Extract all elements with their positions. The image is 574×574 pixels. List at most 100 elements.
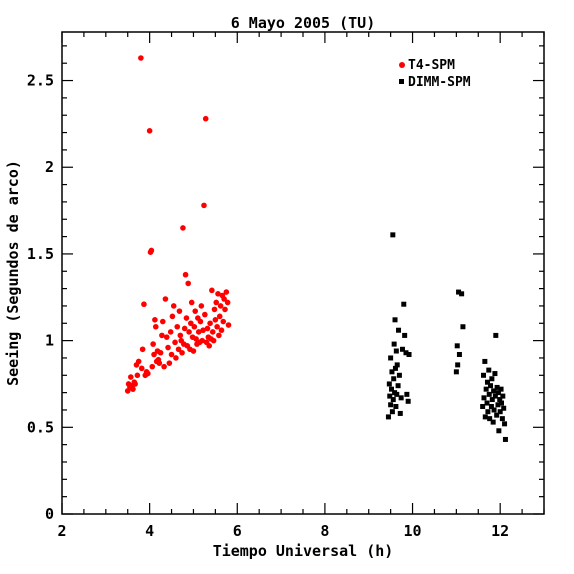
t4-spm-point <box>179 349 185 356</box>
dimm-spm-point <box>389 409 395 415</box>
dimm-spm-point <box>494 412 500 418</box>
dimm-spm-point <box>498 386 504 392</box>
dimm-spm-point <box>490 419 496 425</box>
t4-spm-point <box>201 202 207 209</box>
dimm-spm-point <box>488 383 494 389</box>
dimm-spm-point <box>395 383 401 389</box>
t4-spm-point <box>182 271 189 278</box>
x-tick-label: 10 <box>404 522 422 540</box>
t4-spm-point <box>152 323 159 330</box>
dimm-spm-point <box>497 397 503 403</box>
t4-spm-point <box>224 299 231 306</box>
x-axis-title: Tiempo Universal (h) <box>213 542 394 560</box>
dimm-spm-point <box>487 416 493 422</box>
dimm-spm-point <box>491 388 497 394</box>
y-axis-ticks: 0 0.5 1 1.5 2 2.5 <box>27 45 544 523</box>
dimm-spm-point <box>459 291 465 297</box>
t4-spm-point <box>197 318 204 325</box>
t4-spm-point <box>166 360 173 366</box>
dimm-spm-point <box>482 414 488 420</box>
t4-spm-point <box>138 365 145 372</box>
dimm-spm-point <box>394 391 400 397</box>
y-tick-label: 2 <box>45 158 54 176</box>
dimm-spm-point <box>388 355 394 361</box>
dimm-spm-point <box>488 404 494 410</box>
t4-spm-point <box>151 351 157 358</box>
t4-spm-point <box>181 325 188 332</box>
dimm-spm-point <box>460 324 466 330</box>
t4-spm-point <box>221 296 227 302</box>
t4-spm-point <box>156 360 163 366</box>
dimm-spm-point <box>484 379 490 385</box>
dimm-spm-point <box>492 393 498 399</box>
t4-spm-point <box>141 301 147 308</box>
t4-spm-point <box>152 317 158 323</box>
x-axis-ticks: 2 4 6 8 10 12 <box>57 32 545 540</box>
dimm-spm-point <box>500 393 506 399</box>
chart-title: 6 Mayo 2005 (TU) <box>231 14 376 32</box>
dimm-spm-point <box>392 365 398 371</box>
t4-spm-point <box>215 291 221 297</box>
dimm-spm-point <box>398 395 404 401</box>
t4-spm-point <box>127 374 134 380</box>
dimm-spm-point <box>486 367 492 373</box>
dimm-spm-point <box>495 402 501 408</box>
dimm-spm-point <box>390 397 396 403</box>
dimm-spm-point <box>402 332 408 338</box>
dimm-spm-point <box>492 371 498 377</box>
dimm-spm-point <box>388 402 394 408</box>
t4-spm-point <box>183 315 190 321</box>
dimm-spm-point <box>385 414 391 420</box>
dimm-spm-point <box>393 404 399 410</box>
t4-spm-point <box>139 346 146 353</box>
t4-spm-point <box>138 55 144 61</box>
t4-spm-point <box>162 296 169 302</box>
x-tick-label: 8 <box>320 522 329 540</box>
dimm-spm-point <box>397 410 403 416</box>
t4-spm-point <box>204 325 211 332</box>
dimm-spm-point <box>484 400 490 406</box>
t4-spm-point <box>218 327 225 334</box>
t4-spm-point <box>198 303 205 309</box>
dimm-spm-point <box>455 362 461 368</box>
dimm-spm-point <box>485 409 491 415</box>
t4-spm-point <box>169 313 176 320</box>
dimm-spm-point <box>502 436 508 442</box>
t4-spm-point <box>148 247 155 254</box>
t4-spm-point <box>149 363 156 370</box>
t4-spm-point <box>180 225 186 231</box>
x-tick-label: 6 <box>233 522 242 540</box>
t4-spm-point <box>134 372 141 379</box>
x-tick-label: 12 <box>491 522 509 540</box>
dimm-spm-point <box>497 409 503 415</box>
t4-spm-point <box>175 346 182 353</box>
dimm-spm-point <box>393 348 399 354</box>
t4-spm-point <box>132 381 138 387</box>
t4-spm-point <box>157 349 164 356</box>
t4-spm-point <box>186 329 192 335</box>
dimm-spm-point <box>498 400 504 406</box>
plot-frame <box>61 31 545 515</box>
t4-spm-point <box>172 339 178 346</box>
t4-spm-point <box>195 329 202 335</box>
dimm-spm-point <box>404 391 410 397</box>
dimm-spm-point <box>456 289 462 295</box>
t4-spm-point <box>161 363 167 370</box>
t4-spm-point <box>173 355 179 361</box>
t4-spm-point <box>163 334 170 340</box>
t4-spm-point <box>207 320 213 327</box>
dimm-spm-point <box>481 372 487 378</box>
dimm-spm-point <box>489 397 495 403</box>
t4-spm-point <box>202 115 209 122</box>
t4-spm-point <box>216 313 223 320</box>
t4-spm-point <box>211 306 218 313</box>
dimm-spm-point <box>396 372 402 378</box>
dimm-spm-point <box>456 351 462 357</box>
dimm-spm-point <box>502 421 508 427</box>
y-tick-label: 1.5 <box>27 245 54 263</box>
t4-spm-point <box>165 344 171 351</box>
t4-spm-point <box>188 320 194 327</box>
t4-spm-point <box>217 303 224 309</box>
t4-spm-point <box>174 323 181 330</box>
dimm-spm-point <box>483 386 489 392</box>
